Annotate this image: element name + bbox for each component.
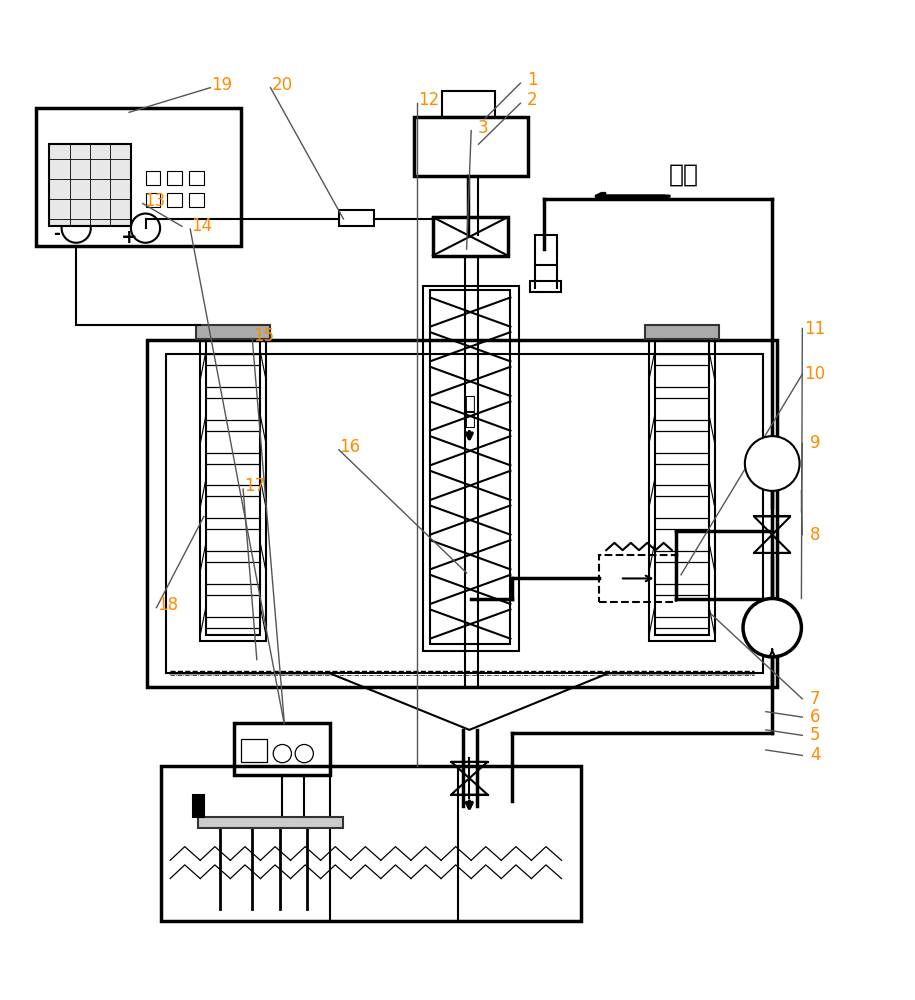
Text: 20: 20 — [272, 76, 293, 94]
Bar — [414, 117, 528, 176]
Polygon shape — [451, 762, 488, 778]
Text: 5: 5 — [810, 726, 821, 744]
Text: 9: 9 — [810, 434, 821, 452]
Bar — [599, 555, 676, 602]
Bar — [198, 817, 343, 828]
Bar — [48, 144, 131, 226]
Bar — [649, 331, 715, 641]
Text: 19: 19 — [211, 76, 232, 94]
Bar — [145, 193, 160, 207]
Bar — [654, 336, 709, 635]
Bar — [145, 171, 160, 185]
Bar — [189, 193, 204, 207]
Text: 4: 4 — [810, 746, 821, 764]
Bar — [200, 331, 266, 641]
Text: +: + — [121, 228, 137, 247]
Bar — [167, 193, 182, 207]
Bar — [193, 795, 204, 817]
Text: 18: 18 — [156, 596, 178, 614]
Bar — [535, 235, 557, 265]
Text: 17: 17 — [244, 477, 265, 495]
Polygon shape — [754, 516, 791, 535]
Bar — [161, 766, 581, 921]
Bar — [644, 325, 719, 339]
Circle shape — [745, 436, 800, 491]
Text: 13: 13 — [144, 192, 166, 210]
Text: 10: 10 — [804, 365, 825, 383]
Bar — [166, 354, 763, 673]
Text: 7: 7 — [810, 690, 821, 708]
Text: 1: 1 — [527, 71, 538, 89]
Text: -: - — [53, 225, 59, 243]
Text: 12: 12 — [417, 91, 439, 109]
Text: 15: 15 — [253, 327, 274, 345]
Text: 3: 3 — [478, 119, 489, 137]
Bar — [196, 325, 271, 339]
Text: 8: 8 — [810, 526, 821, 544]
Bar — [147, 340, 777, 687]
Bar — [189, 171, 204, 185]
Bar — [433, 217, 508, 256]
Bar — [531, 281, 562, 292]
Text: 14: 14 — [191, 217, 212, 235]
Text: 16: 16 — [339, 438, 361, 456]
Bar — [442, 91, 495, 117]
Bar — [167, 171, 182, 185]
Text: 6: 6 — [810, 708, 821, 726]
Bar — [36, 108, 242, 246]
Text: 进液: 进液 — [669, 162, 699, 186]
Text: 出: 出 — [464, 395, 475, 413]
Circle shape — [743, 599, 802, 657]
Polygon shape — [754, 535, 791, 553]
Polygon shape — [451, 778, 488, 795]
Text: 液: 液 — [464, 411, 475, 429]
Bar — [430, 290, 511, 644]
Bar — [234, 723, 329, 775]
Bar — [206, 336, 261, 635]
Bar — [339, 210, 373, 226]
Text: 2: 2 — [527, 91, 538, 109]
Bar — [423, 286, 519, 651]
Text: 11: 11 — [804, 320, 825, 338]
Bar — [242, 739, 267, 762]
